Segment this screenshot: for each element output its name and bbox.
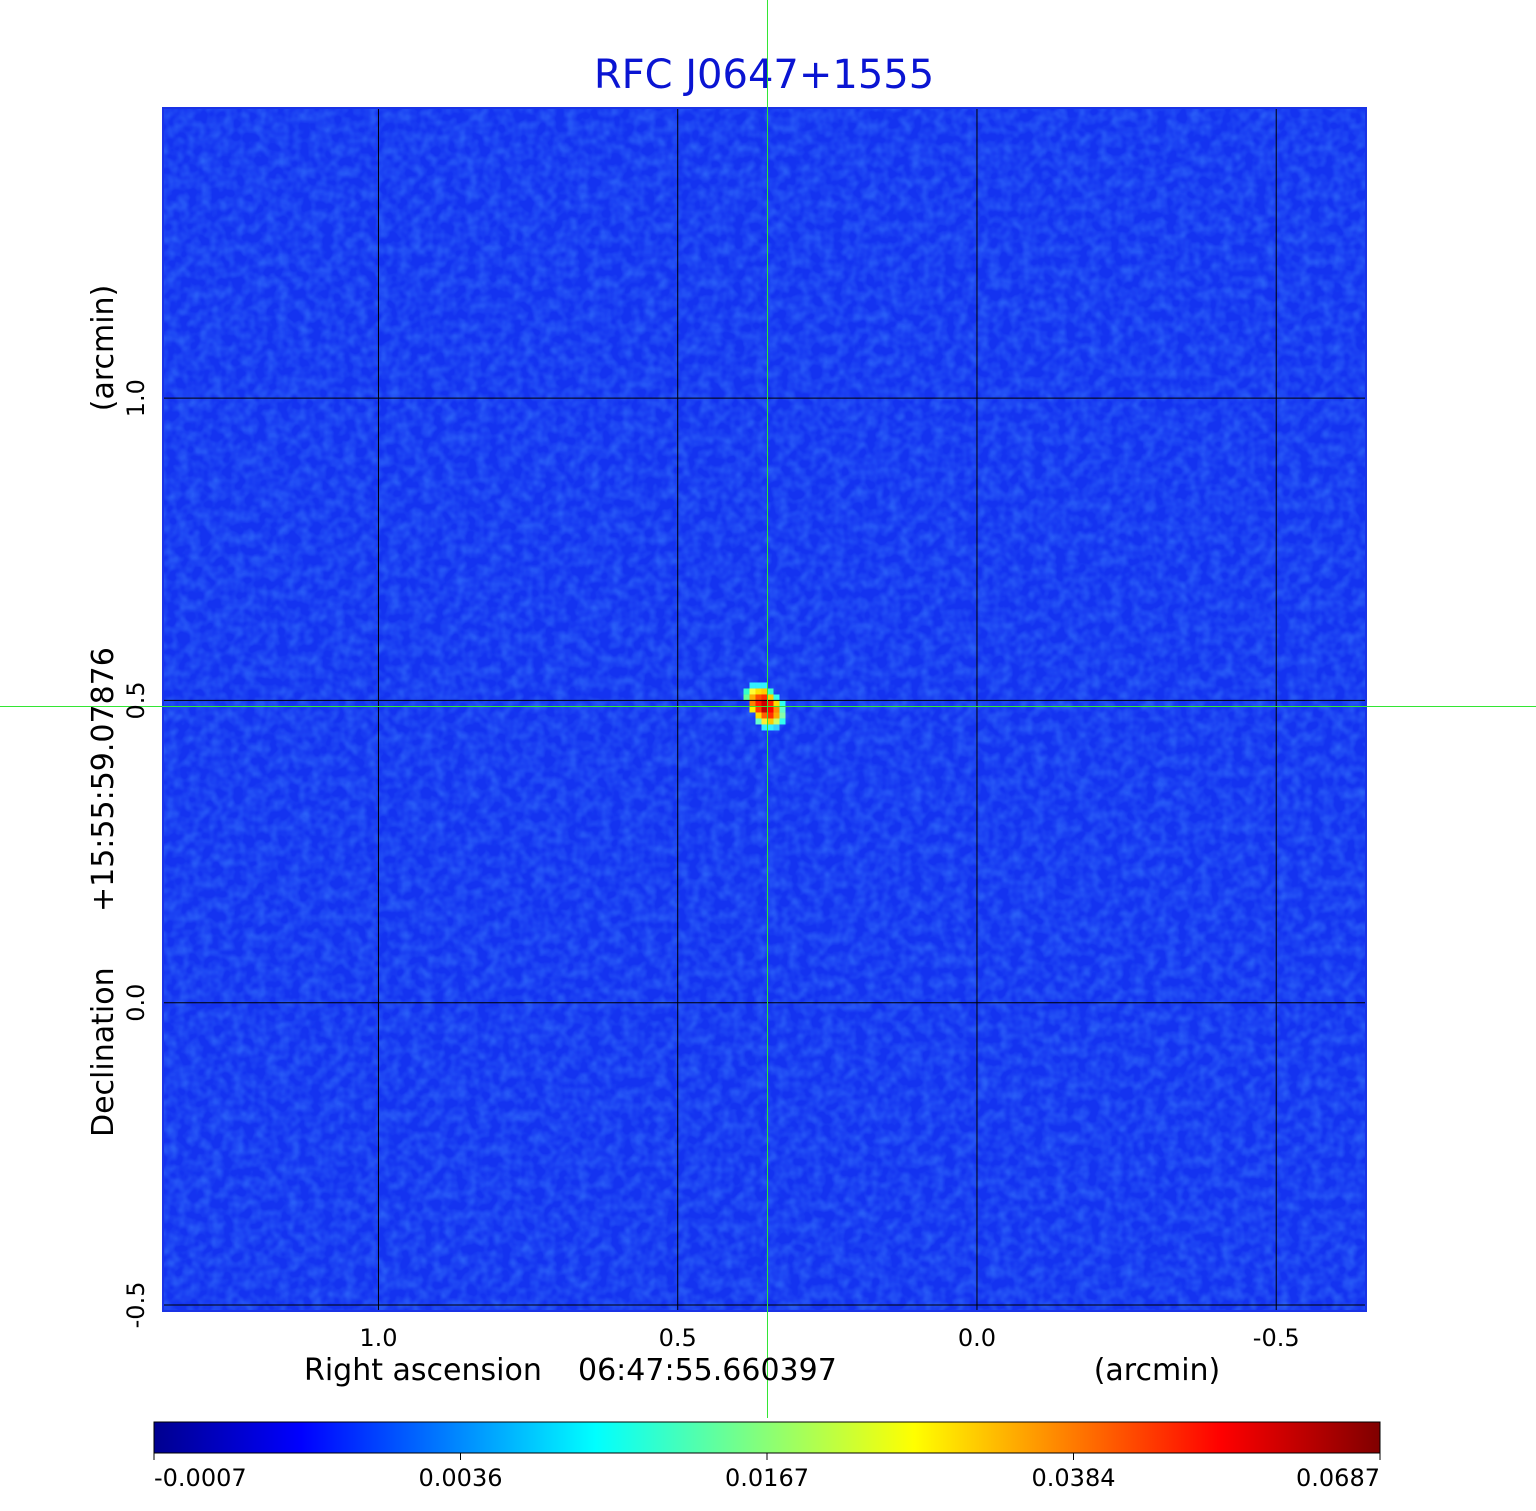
source-pixel bbox=[773, 724, 780, 731]
source-pixel bbox=[761, 700, 768, 707]
source-pixel bbox=[767, 718, 774, 725]
y-tick-label: -0.5 bbox=[122, 1282, 150, 1329]
source-pixel bbox=[761, 724, 768, 731]
x-axis-name: Right ascension bbox=[304, 1353, 542, 1388]
colorbar bbox=[153, 1421, 1381, 1454]
source-pixel bbox=[755, 682, 762, 689]
colorbar-tick-label: 0.0167 bbox=[725, 1464, 809, 1492]
x-tick-label: 0.0 bbox=[958, 1324, 996, 1352]
x-tick-label: 0.5 bbox=[659, 1324, 697, 1352]
x-tick-labels: 1.0 0.5 0.0 -0.5 bbox=[359, 1324, 1299, 1352]
y-axis-center-value: +15:55:59.07876 bbox=[86, 647, 121, 912]
source-pixel bbox=[779, 706, 786, 713]
x-axis-center-value: 06:47:55.660397 bbox=[578, 1353, 837, 1388]
source-pixel bbox=[767, 724, 774, 731]
y-tick-label: 0.5 bbox=[122, 681, 150, 719]
colorbar-tick-labels: -0.0007 0.0036 0.0167 0.0384 0.0687 bbox=[153, 1453, 1381, 1492]
colorbar-tick-label: 0.0036 bbox=[419, 1464, 503, 1492]
source-pixel bbox=[749, 694, 756, 701]
source-pixel bbox=[755, 688, 762, 695]
source-pixel bbox=[779, 718, 786, 725]
source-pixel bbox=[755, 706, 762, 713]
source-pixel bbox=[761, 688, 768, 695]
chart-title: RFC J0647+1555 bbox=[594, 52, 934, 98]
source-pixel bbox=[773, 718, 780, 725]
source-pixel bbox=[767, 712, 774, 719]
y-tick-labels: 1.0 0.5 0.0 -0.5 bbox=[122, 379, 150, 1328]
source-pixel bbox=[761, 682, 768, 689]
source-pixel bbox=[761, 694, 768, 701]
source-pixel bbox=[749, 706, 756, 713]
source-pixel bbox=[743, 688, 750, 695]
colorbar-tick-label: 0.0384 bbox=[1032, 1464, 1116, 1492]
source-pixel bbox=[773, 712, 780, 719]
source-pixel bbox=[755, 694, 762, 701]
y-axis-name: Declination bbox=[86, 967, 121, 1137]
source-pixel bbox=[773, 694, 780, 701]
source-pixel bbox=[755, 712, 762, 719]
coordinate-grid bbox=[163, 108, 1366, 1311]
source-pixel bbox=[767, 700, 774, 707]
source-pixel bbox=[743, 694, 750, 701]
y-tick-label: 1.0 bbox=[122, 379, 150, 417]
radio-source bbox=[743, 682, 786, 731]
source-pixel bbox=[767, 694, 774, 701]
source-pixel bbox=[779, 700, 786, 707]
source-pixel bbox=[767, 688, 774, 695]
source-pixel bbox=[749, 682, 756, 689]
colorbar-tick-label: -0.0007 bbox=[154, 1464, 247, 1492]
plot-area bbox=[162, 107, 1367, 1312]
y-axis-label: Declination +15:55:59.07876 bbox=[86, 647, 121, 1137]
x-tick-label: 1.0 bbox=[359, 1324, 397, 1352]
source-pixel bbox=[755, 718, 762, 725]
source-pixel bbox=[761, 718, 768, 725]
source-pixel bbox=[779, 712, 786, 719]
x-axis-label: Right ascension 06:47:55.660397 bbox=[304, 1353, 837, 1388]
crosshair bbox=[0, 0, 1536, 1418]
source-pixel bbox=[755, 700, 762, 707]
colorbar-tick-label: 0.0687 bbox=[1296, 1464, 1380, 1492]
source-pixel bbox=[749, 700, 756, 707]
x-tick-label: -0.5 bbox=[1253, 1324, 1300, 1352]
source-pixel bbox=[767, 706, 774, 713]
source-pixel bbox=[761, 712, 768, 719]
source-pixel bbox=[761, 706, 768, 713]
y-tick-label: 0.0 bbox=[122, 984, 150, 1022]
source-pixel bbox=[773, 706, 780, 713]
image-frame bbox=[162, 107, 1367, 1312]
source-pixel bbox=[773, 700, 780, 707]
source-pixel bbox=[749, 688, 756, 695]
y-axis-unit: (arcmin) bbox=[86, 285, 121, 412]
x-axis-unit: (arcmin) bbox=[1094, 1353, 1221, 1388]
